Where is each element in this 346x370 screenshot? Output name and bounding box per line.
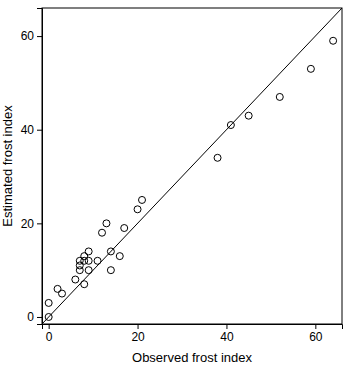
point bbox=[85, 257, 92, 264]
identity-line bbox=[42, 8, 342, 324]
point bbox=[45, 313, 52, 320]
point bbox=[54, 285, 61, 292]
point bbox=[107, 267, 114, 274]
tick-mark bbox=[138, 324, 139, 329]
tick: 0 bbox=[46, 324, 53, 344]
tick: 60 bbox=[309, 324, 323, 344]
tick-mark bbox=[37, 317, 42, 318]
plot: 0 20 40 60 0 20 40 60 bbox=[21, 8, 343, 344]
point bbox=[307, 65, 314, 72]
tick: 60 bbox=[21, 29, 42, 43]
tick-label: 20 bbox=[21, 217, 35, 231]
point bbox=[121, 225, 128, 232]
x-axis-title: Observed frost index bbox=[132, 350, 252, 365]
x-axis: 0 20 40 60 bbox=[43, 324, 343, 344]
tick-label: 40 bbox=[220, 330, 234, 344]
axis-line bbox=[37, 9, 43, 325]
point bbox=[85, 267, 92, 274]
point bbox=[330, 37, 337, 44]
tick: 40 bbox=[220, 324, 234, 344]
tick-label: 60 bbox=[309, 330, 323, 344]
tick-mark bbox=[37, 130, 42, 131]
point bbox=[72, 276, 79, 283]
point bbox=[81, 281, 88, 288]
tick: 40 bbox=[21, 123, 42, 137]
tick-label: 60 bbox=[21, 29, 35, 43]
point bbox=[116, 253, 123, 260]
point bbox=[85, 248, 92, 255]
plot-frame bbox=[42, 8, 342, 324]
tick: 0 bbox=[27, 310, 42, 324]
tick-mark bbox=[49, 324, 50, 329]
tick-label: 20 bbox=[131, 330, 145, 344]
point bbox=[245, 112, 252, 119]
axis-line bbox=[43, 325, 343, 330]
y-axis-title: Estimated frost index bbox=[0, 105, 15, 227]
tick-label: 0 bbox=[27, 310, 34, 324]
point bbox=[45, 299, 52, 306]
marks bbox=[42, 8, 342, 324]
tick-label: 0 bbox=[46, 330, 53, 344]
point bbox=[94, 257, 101, 264]
point bbox=[276, 93, 283, 100]
point bbox=[103, 220, 110, 227]
point bbox=[107, 248, 114, 255]
tick-mark bbox=[37, 36, 42, 37]
chart: 0 20 40 60 0 20 40 60 Observed frost index Estima… bbox=[0, 0, 346, 370]
y-axis: 0 20 40 60 bbox=[21, 9, 43, 325]
point bbox=[134, 206, 141, 213]
tick: 20 bbox=[131, 324, 145, 344]
point bbox=[59, 290, 66, 297]
tick-mark bbox=[37, 223, 42, 224]
tick: 20 bbox=[21, 217, 42, 231]
point bbox=[227, 122, 234, 129]
tick-label: 40 bbox=[21, 123, 35, 137]
point bbox=[99, 229, 106, 236]
tick-mark bbox=[226, 324, 227, 329]
tick-mark bbox=[315, 324, 316, 329]
point bbox=[214, 154, 221, 161]
point bbox=[139, 196, 146, 203]
